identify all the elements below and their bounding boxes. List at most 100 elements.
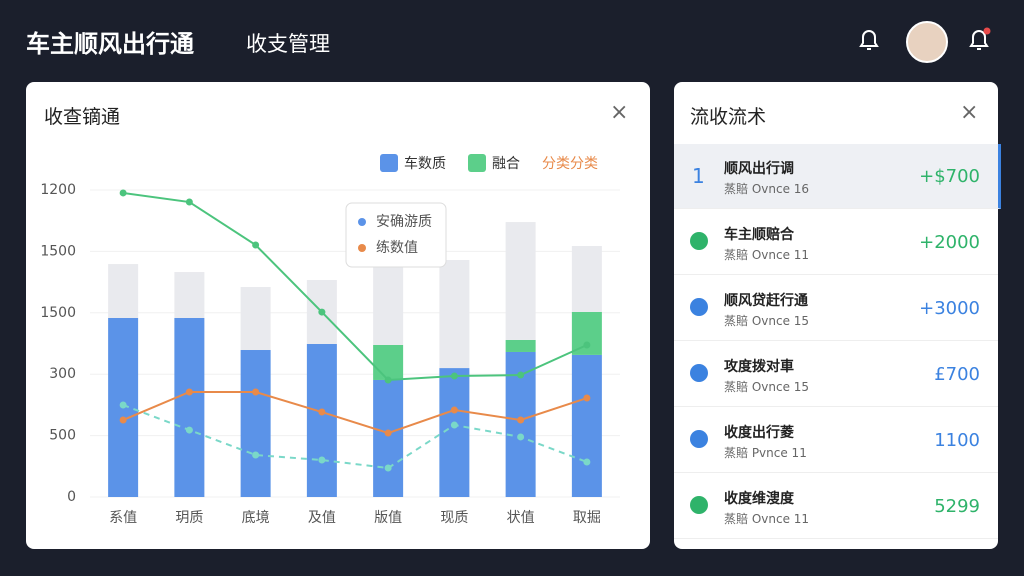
x-tick-label: 系值 bbox=[109, 510, 137, 526]
item-icon bbox=[690, 364, 708, 382]
list-item: 收度维溲度蒸賠 Ovnce 11 5299 bbox=[674, 474, 998, 539]
section-title: 收支管理 bbox=[246, 32, 330, 56]
point bbox=[517, 433, 525, 441]
line bbox=[122, 404, 588, 470]
item-title: 收度维溲度 bbox=[724, 491, 794, 507]
item-amount: +3000 bbox=[919, 298, 980, 319]
y-tick-label: 0 bbox=[67, 489, 76, 505]
x-tick-label: 及值 bbox=[308, 510, 336, 526]
point bbox=[185, 388, 193, 396]
list-item: 顺风贷赶行通 蒸賠 Ovnce 15 +3000 bbox=[674, 276, 998, 341]
bar bbox=[174, 317, 205, 497]
point bbox=[185, 426, 193, 434]
bar bbox=[571, 354, 602, 497]
close-button[interactable]: × bbox=[610, 100, 629, 125]
point bbox=[119, 401, 127, 409]
list-item: 1 顺风出行调蒸賠 Ovnce 16 +$700 bbox=[674, 144, 1001, 209]
point bbox=[119, 189, 127, 197]
bar bbox=[373, 265, 404, 345]
point bbox=[517, 416, 525, 424]
x-tick-label: 底境 bbox=[242, 510, 270, 526]
item-icon bbox=[690, 298, 708, 316]
point bbox=[583, 341, 591, 349]
legend-label: 车数质 bbox=[404, 155, 446, 172]
point bbox=[384, 464, 392, 472]
bar bbox=[439, 259, 470, 369]
item-title: 攻度拨对車 bbox=[724, 359, 794, 375]
item-amount: +2000 bbox=[919, 232, 980, 253]
tooltip-label: 练数值 bbox=[376, 240, 418, 256]
bar bbox=[240, 350, 271, 497]
x-tick-label: 现质 bbox=[440, 510, 468, 526]
bar bbox=[373, 379, 404, 497]
point bbox=[450, 372, 458, 380]
point bbox=[318, 456, 326, 464]
point bbox=[252, 241, 260, 249]
point bbox=[450, 406, 458, 414]
point bbox=[384, 429, 392, 437]
item-title: 顺风出行调 bbox=[724, 161, 794, 177]
x-tick-label: 版值 bbox=[374, 510, 402, 526]
tooltip-label: 安确游质 bbox=[376, 214, 432, 230]
item-amount: 1100 bbox=[934, 430, 980, 451]
list-card-title: 流收流术 bbox=[690, 106, 767, 128]
bar bbox=[373, 344, 404, 380]
app-title: 车主顺风出行通 bbox=[26, 30, 194, 58]
chart-card-title: 收查镝通 bbox=[44, 106, 121, 128]
list-item: 车主顺赔合 蒸賠 Ovnce 11 +2000 bbox=[674, 210, 998, 275]
bar bbox=[505, 222, 536, 340]
x-tick-label: 取掘 bbox=[573, 510, 601, 526]
item-index: 1 bbox=[692, 164, 705, 188]
bar bbox=[108, 264, 139, 318]
list-item: 攻度拨对車蒸賠 Ovnce 15 £700 bbox=[674, 342, 998, 407]
item-icon bbox=[690, 496, 708, 514]
legend-label: 分类分类 bbox=[542, 156, 598, 172]
y-tick-label: 1500 bbox=[40, 305, 76, 321]
item-icon bbox=[690, 430, 708, 448]
item-title: 顺风贷赶行通 bbox=[724, 293, 808, 309]
item-subtitle: 蒸賠 Pvnce 11 bbox=[724, 446, 807, 460]
point bbox=[318, 408, 326, 416]
list-item: 收度出行菱蒸賠 Pvnce 11 1100 bbox=[674, 408, 998, 473]
bar bbox=[240, 287, 271, 351]
legend-swatch bbox=[380, 154, 398, 172]
bar bbox=[306, 343, 337, 497]
line bbox=[122, 391, 588, 435]
close-button[interactable]: × bbox=[960, 100, 979, 125]
point bbox=[252, 451, 260, 459]
tooltip-dot bbox=[358, 244, 366, 252]
avatar[interactable] bbox=[906, 21, 948, 63]
item-subtitle: 蒸賠 Ovnce 11 bbox=[724, 512, 810, 526]
bar bbox=[571, 245, 602, 312]
tooltip-dot bbox=[358, 218, 366, 226]
point bbox=[252, 388, 260, 396]
point bbox=[450, 421, 458, 429]
notify-icon[interactable] bbox=[965, 26, 993, 54]
item-subtitle: 蒸賠 Ovnce 11 bbox=[724, 248, 810, 262]
item-subtitle: 蒸賠 Ovnce 15 bbox=[724, 380, 810, 394]
item-title: 收度出行菱 bbox=[724, 425, 794, 441]
point bbox=[119, 416, 127, 424]
point bbox=[384, 376, 392, 384]
legend-label: 融合 bbox=[492, 156, 520, 172]
y-tick-label: 1200 bbox=[40, 182, 76, 198]
item-amount: +$700 bbox=[919, 166, 980, 187]
point bbox=[583, 458, 591, 466]
line bbox=[122, 191, 588, 381]
item-icon bbox=[690, 232, 708, 250]
item-subtitle: 蒸賠 Ovnce 16 bbox=[724, 182, 810, 196]
bell-icon[interactable] bbox=[855, 26, 883, 54]
item-subtitle: 蒸賠 Ovnce 15 bbox=[724, 314, 810, 328]
y-tick-label: 500 bbox=[49, 428, 76, 444]
item-amount: £700 bbox=[934, 364, 980, 385]
point bbox=[517, 371, 525, 379]
point bbox=[185, 198, 193, 206]
point bbox=[318, 308, 326, 316]
item-amount: 5299 bbox=[934, 496, 980, 517]
bar bbox=[174, 272, 205, 318]
bar bbox=[505, 339, 536, 352]
y-tick-label: 300 bbox=[49, 366, 76, 382]
bar bbox=[439, 368, 470, 497]
